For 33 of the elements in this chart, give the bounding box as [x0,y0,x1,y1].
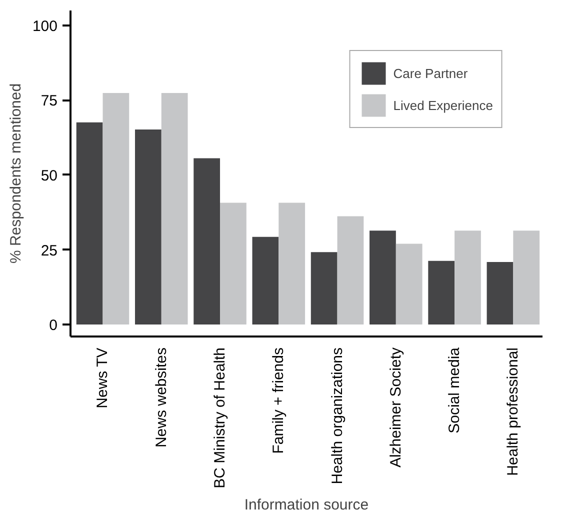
x-tick-label: Social media [446,346,464,434]
y-tick-label: 50 [40,167,58,184]
bar [102,93,130,325]
x-tick-label: Health organizations [328,347,346,484]
x-tick-label: News TV [94,348,112,408]
bar [337,216,364,325]
bar [513,230,540,325]
bar [396,244,422,325]
x-tick-label: Family + friends [270,347,288,454]
y-tick-label: 75 [40,92,58,110]
x-tick-label: Alzheimer Society [387,347,404,468]
bar [454,230,481,325]
bar [370,230,396,325]
bar [161,93,188,325]
y-tick-label: 25 [40,242,58,260]
x-tick-label: News websites [152,347,170,448]
bar [220,202,246,325]
y-axis-title: % Respondents mentioned [7,83,24,264]
y-tick-label: 100 [32,18,58,35]
y-tick-label: 0 [49,317,58,334]
bar [76,122,103,325]
bar [486,262,514,325]
bar [428,260,455,325]
bar [134,130,162,325]
x-tick-label: Health professional [504,347,522,476]
bar [278,202,306,325]
bar [194,158,220,325]
legend-label: Care Partner [393,66,468,80]
legend-label: Lived Experience [393,98,493,112]
bar [252,236,279,325]
x-axis-title: Information source [244,496,369,514]
x-tick-label: BC Ministry of Health [212,348,229,488]
bar [310,252,338,325]
